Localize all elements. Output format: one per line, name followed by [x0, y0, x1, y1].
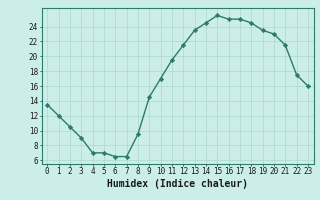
X-axis label: Humidex (Indice chaleur): Humidex (Indice chaleur): [107, 179, 248, 189]
